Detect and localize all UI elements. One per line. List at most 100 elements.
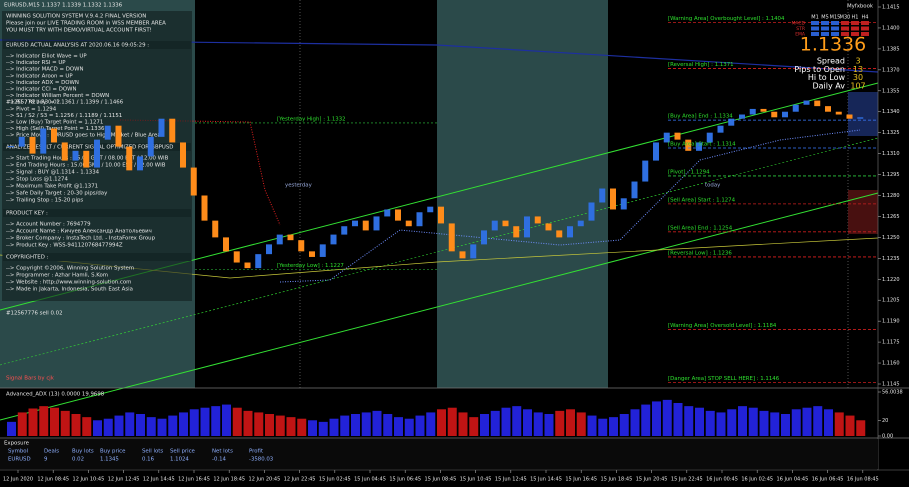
y-tick-label: 1.1355 bbox=[882, 88, 900, 94]
adx-bar bbox=[480, 414, 489, 436]
timeframe: M15 bbox=[830, 15, 841, 21]
y-tick-label: 56.0038 bbox=[882, 390, 903, 396]
adx-bar bbox=[82, 417, 92, 436]
panel-header: Please join our LIVE TRADING ROOM in WSS… bbox=[6, 21, 166, 27]
adx-bar bbox=[394, 417, 403, 436]
y-tick-label: 1.1280 bbox=[882, 193, 900, 199]
candle bbox=[341, 226, 348, 235]
adx-bar bbox=[555, 410, 565, 436]
adx-bar bbox=[727, 409, 737, 436]
candle bbox=[459, 251, 466, 259]
candle bbox=[287, 234, 294, 241]
channel-lower bbox=[0, 192, 879, 421]
candle bbox=[51, 128, 57, 143]
adx-bar bbox=[125, 412, 135, 436]
adx-bar bbox=[458, 412, 468, 436]
candle bbox=[631, 181, 638, 199]
panel-line: --> Price Move : EURUSD goes to High Mar… bbox=[6, 133, 161, 139]
x-tick-label: 12 Jun 18:45 bbox=[213, 477, 245, 483]
candle bbox=[470, 244, 477, 259]
candle bbox=[513, 226, 520, 238]
adx-bar bbox=[834, 412, 844, 436]
adx-bar bbox=[490, 410, 500, 436]
adx-bar bbox=[566, 409, 575, 436]
candle bbox=[169, 118, 176, 143]
candle bbox=[40, 128, 47, 154]
current-price: 1.1336 bbox=[800, 34, 866, 56]
adx-bar bbox=[652, 401, 661, 436]
candle bbox=[545, 223, 552, 231]
x-tick-label: 12 Jun 12:45 bbox=[108, 477, 140, 483]
adx-bar bbox=[340, 415, 350, 436]
panel-line: --> Made in Jakarta, Indonesia, South Ea… bbox=[6, 287, 133, 293]
x-tick-label: 12 Jun 22:45 bbox=[284, 477, 316, 483]
candle bbox=[319, 244, 326, 257]
candle bbox=[792, 104, 799, 112]
candle bbox=[782, 111, 788, 118]
y-tick-label: 1.1325 bbox=[882, 130, 900, 136]
panel-line: --> Indicator ADX = DOWN bbox=[6, 80, 79, 86]
section-heading-bg bbox=[3, 253, 191, 261]
exposure-cell: 1.1345 bbox=[100, 457, 119, 463]
adx-bar bbox=[265, 414, 274, 436]
signal-name: EMA bbox=[795, 32, 806, 38]
stat-label: Hi to Low bbox=[808, 73, 846, 82]
signal-cell bbox=[811, 26, 819, 31]
section-heading-bg bbox=[3, 209, 191, 217]
candle bbox=[223, 237, 229, 252]
session-band bbox=[437, 0, 608, 388]
x-tick-label: 15 Jun 18:45 bbox=[601, 477, 633, 483]
y-tick-label: 1.1220 bbox=[882, 277, 900, 283]
x-tick-label: 16 Jun 00:45 bbox=[706, 477, 738, 483]
channel-middle bbox=[0, 137, 879, 366]
signal-cell bbox=[851, 26, 859, 31]
adx-bar bbox=[39, 406, 49, 436]
candle bbox=[835, 111, 842, 115]
panel-line: --> Safe Daily Target : 20-30 pips/day bbox=[6, 191, 108, 197]
adx-bar bbox=[845, 415, 855, 436]
candle bbox=[577, 220, 584, 227]
signal-cell bbox=[821, 32, 829, 36]
adx-bar bbox=[523, 409, 532, 436]
adx-bar bbox=[437, 409, 446, 436]
x-tick-label: 15 Jun 02:45 bbox=[319, 477, 351, 483]
y-tick-label: 1.1385 bbox=[882, 46, 900, 52]
signal-cell bbox=[841, 21, 849, 25]
adx-bar bbox=[598, 418, 608, 436]
panel-line: --> Broker Company : InstaTech Ltd. - In… bbox=[6, 236, 156, 242]
panel-line: --> Indicator MACD = DOWN bbox=[6, 67, 84, 73]
adx-bar bbox=[512, 406, 522, 436]
candle bbox=[405, 220, 412, 227]
adx-bar bbox=[351, 414, 360, 436]
adx-bar bbox=[415, 415, 425, 436]
panel-header: WINNING SOLUTION SYSTEM V.9.4.2 FINAL VE… bbox=[6, 14, 146, 20]
signal-cell bbox=[821, 21, 829, 25]
panel-line: --> Account Number : 7694779 bbox=[6, 222, 91, 228]
candle bbox=[309, 251, 315, 257]
candle bbox=[760, 108, 767, 112]
adx-bar bbox=[93, 420, 102, 436]
adx-bar bbox=[318, 421, 328, 436]
adx-bar bbox=[146, 417, 156, 436]
adx-bar bbox=[695, 407, 704, 436]
candle bbox=[298, 240, 305, 252]
level-label: [Yesterday High] : 1.1332 bbox=[277, 116, 346, 122]
buy-zone bbox=[848, 92, 878, 136]
panel-line: --> Maximum Take Profit @1.1371 bbox=[6, 184, 98, 190]
candle bbox=[115, 125, 122, 147]
exposure-title: Exposure bbox=[4, 441, 30, 447]
y-tick-label: 1.1160 bbox=[882, 361, 900, 367]
candle bbox=[373, 216, 380, 231]
level-label: [Yesterday Low] : 1.1227 bbox=[277, 263, 344, 269]
x-tick-label: 15 Jun 08:45 bbox=[425, 477, 457, 483]
signal-cell bbox=[851, 32, 859, 36]
adx-bar bbox=[286, 417, 296, 436]
timeframe: M1 bbox=[811, 15, 819, 21]
adx-bar bbox=[759, 410, 769, 436]
candle bbox=[491, 220, 498, 231]
candle bbox=[266, 244, 272, 255]
adx-bar bbox=[114, 415, 124, 436]
candle bbox=[94, 139, 100, 168]
panel-line: --> Programmer : Azhar Hamli, S.Kom bbox=[6, 273, 108, 279]
